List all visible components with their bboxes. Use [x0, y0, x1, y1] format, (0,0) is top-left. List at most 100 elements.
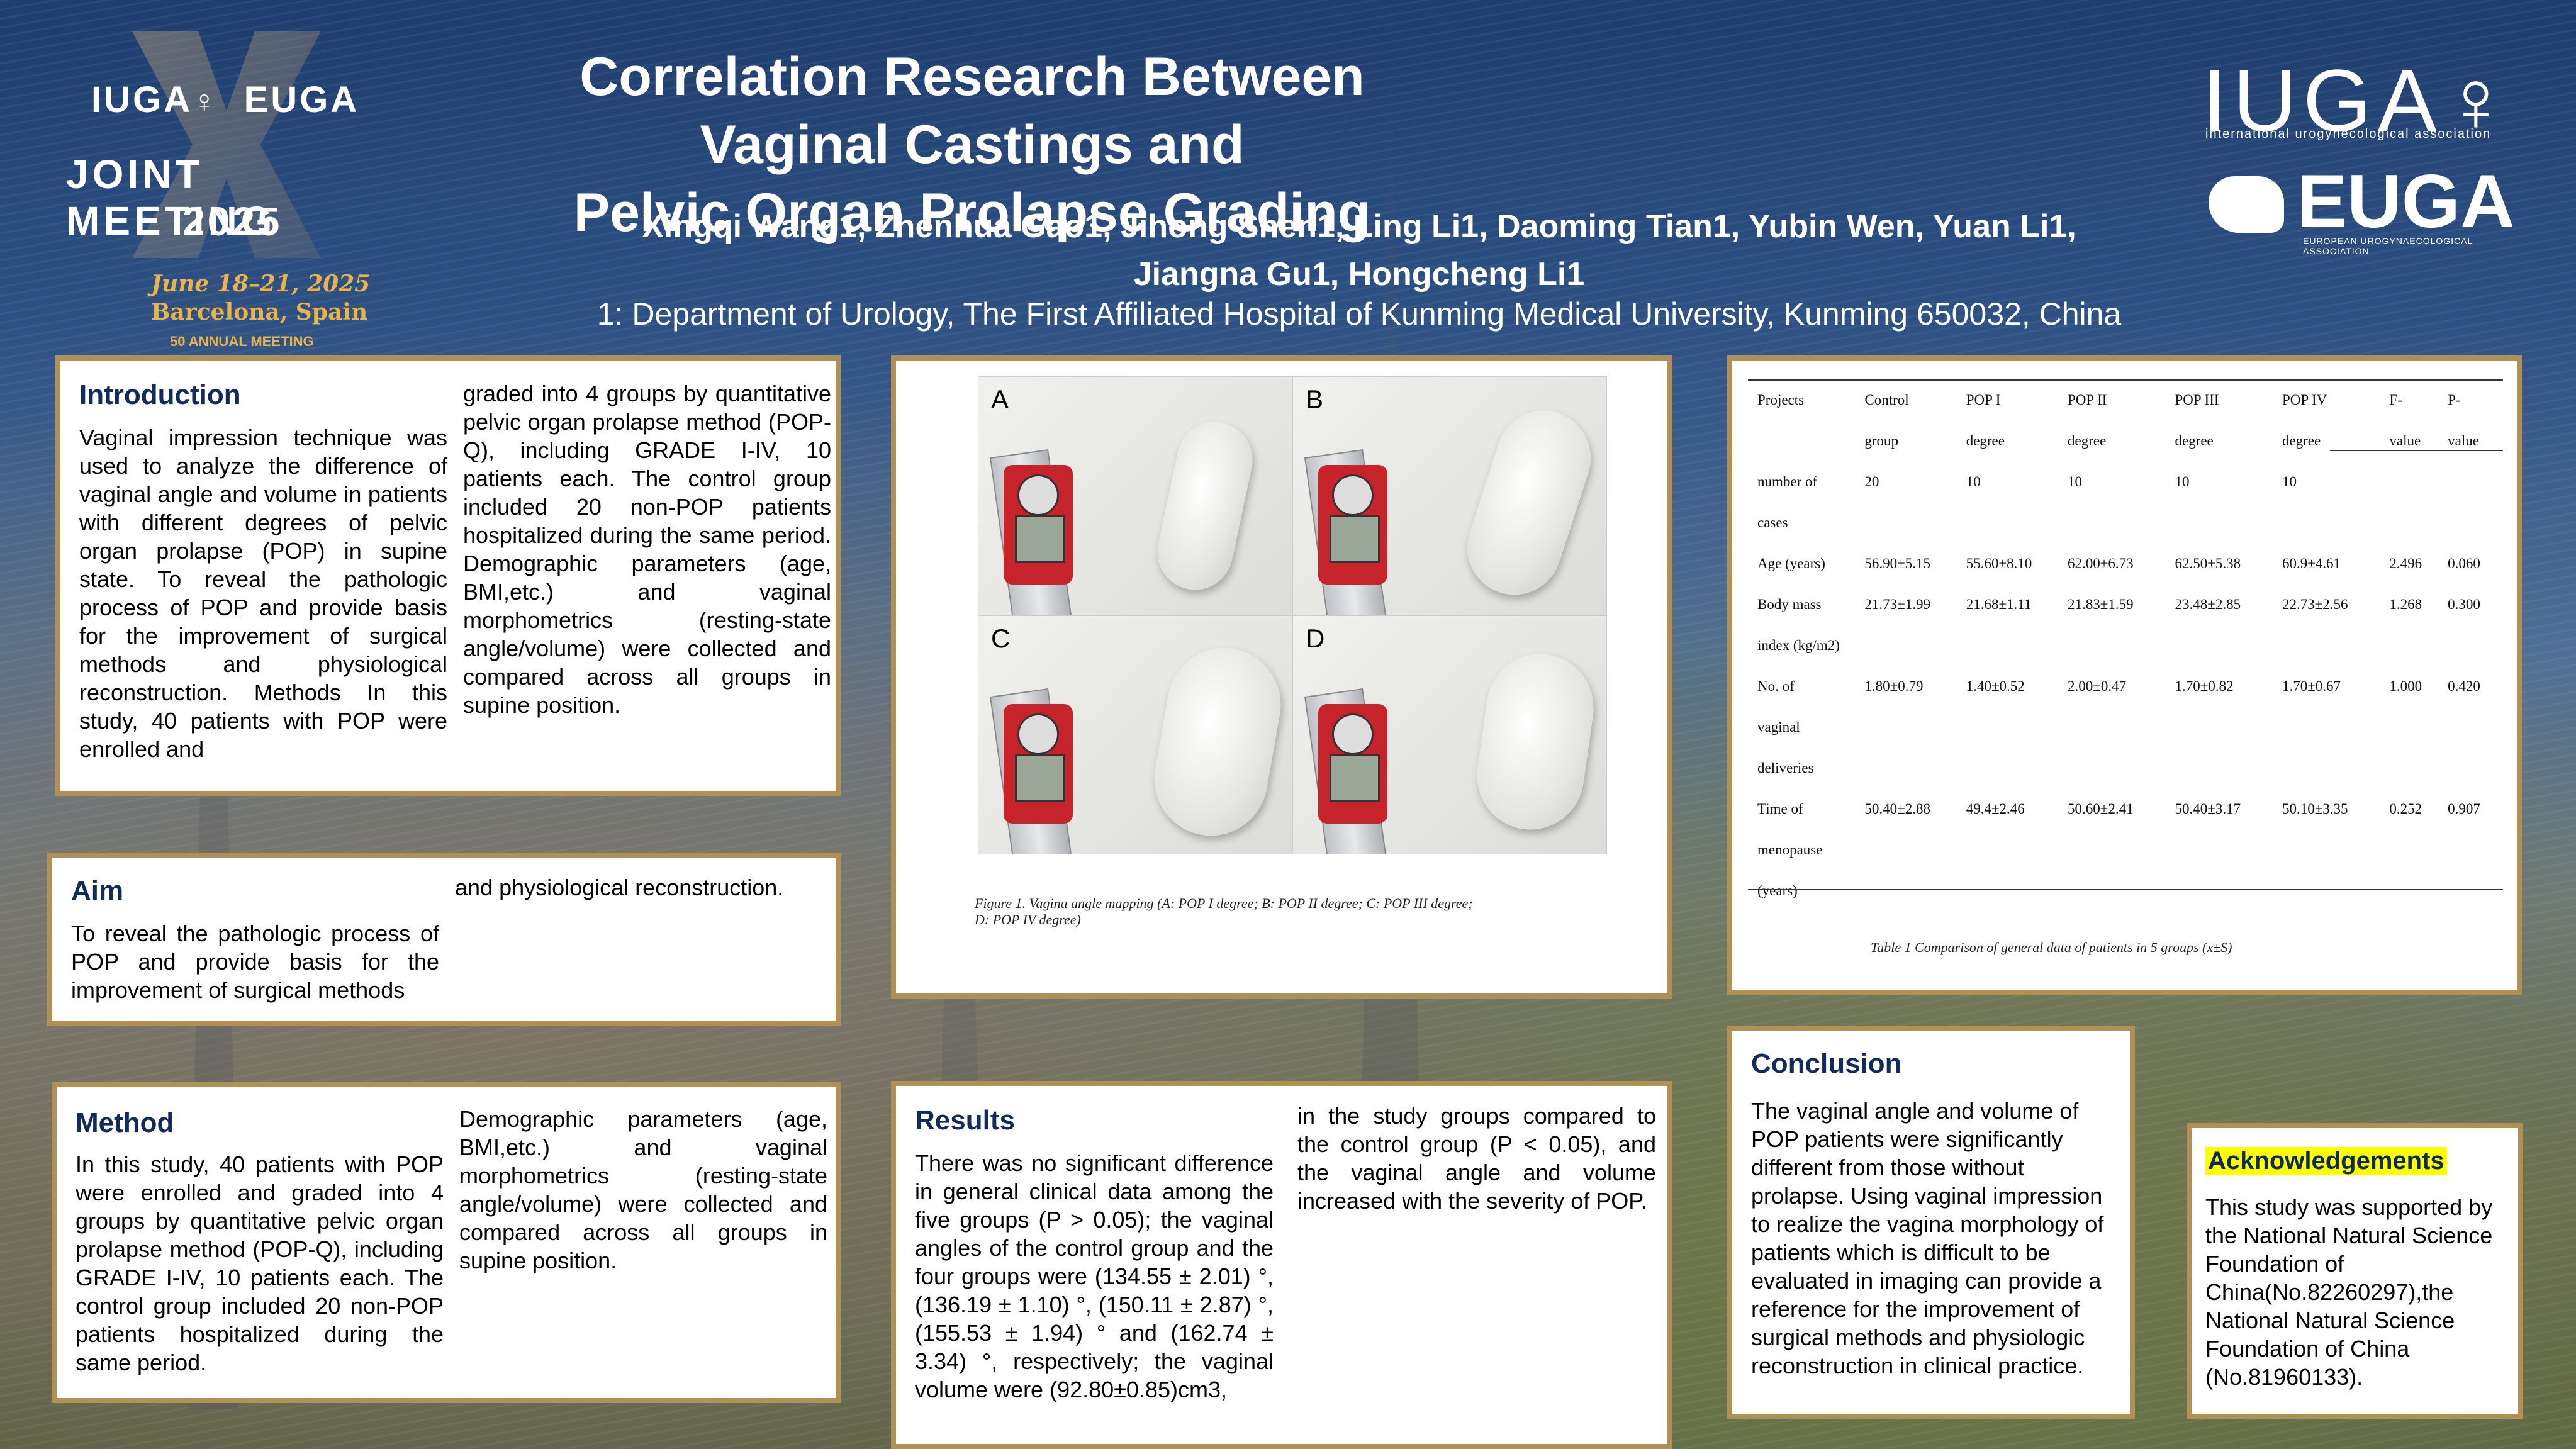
figure-image-a: A: [978, 376, 1292, 615]
euga-mark-icon: [2209, 176, 2284, 233]
table-cell: 0.060: [2448, 556, 2480, 571]
table-header-cell: POP III: [2175, 392, 2219, 408]
table-cell: 2.00±0.47: [2068, 678, 2127, 694]
table-cell: 10: [2175, 474, 2190, 490]
table-cell: [2448, 842, 2506, 883]
table-cell: [2068, 515, 2175, 556]
table-header-cell: POP IV: [2282, 392, 2327, 408]
table-cell: 0.252: [2389, 801, 2422, 817]
introduction-text-col1: Vaginal impression technique was used to…: [79, 425, 447, 762]
table-cell: 50.40±2.88: [1864, 801, 1930, 817]
figure-label-a: A: [991, 384, 1009, 414]
table-cell: 49.4±2.46: [1966, 801, 2025, 817]
table-cell: [2448, 760, 2506, 801]
table-row: index (kg/m2): [1757, 637, 2506, 678]
iuga-subtitle: international urogynecological associati…: [2205, 127, 2492, 141]
table-cell: 60.9±4.61: [2282, 556, 2341, 571]
meeting-city: Barcelona, Spain: [151, 299, 368, 325]
method-panel: Method In this study, 40 patients with P…: [52, 1082, 841, 1403]
angle-meter-icon: [1318, 704, 1387, 824]
figure-image-b: B: [1292, 376, 1607, 615]
angle-meter-icon: [1004, 704, 1073, 824]
table-row: menopause: [1757, 842, 2506, 883]
figure-image-d: D: [1292, 615, 1607, 854]
table-row: number of 20 10 10 10 10: [1757, 474, 2506, 515]
logo-brand-line: IUGA♀ EUGA: [91, 79, 359, 121]
angle-meter-icon: [1318, 465, 1387, 585]
title-line-2: Pelvic Organ Prolapse Grading: [573, 182, 1371, 243]
joint-meeting-label: JOINT MEETING: [66, 152, 276, 243]
table-cell: number of: [1757, 474, 1818, 490]
table-header-cell: group: [1864, 433, 1899, 449]
table-cell: menopause: [1757, 842, 1823, 858]
logo-euga-text: EUGA: [244, 79, 360, 120]
angle-meter-icon: [1004, 465, 1073, 585]
table-cell: [2389, 760, 2448, 801]
vaginal-cast: [1455, 398, 1603, 607]
table-cell: [1864, 842, 1966, 883]
table-cell: [2389, 842, 2448, 883]
iuga-logo: IUGA♀: [2202, 51, 2516, 150]
general-data-table: Projects Control POP I POP II POP III POP IV F…: [1757, 392, 2506, 924]
acknowledgements-text: This study was supported by the National…: [2205, 1194, 2493, 1390]
title-line-1: Correlation Research Between Vaginal Cas…: [580, 47, 1365, 175]
table-cell: [2282, 515, 2389, 556]
table-cell: [2389, 515, 2448, 556]
results-text-col1: There was no significant difference in g…: [915, 1150, 1274, 1402]
table-panel: Projects Control POP I POP II POP III POP IV F…: [1727, 355, 2522, 995]
table-cell: [1966, 515, 2068, 556]
table-cell: 21.83±1.59: [2068, 596, 2134, 612]
euga-subtitle: EUROPEAN UROGYNAECOLOGICAL ASSOCIATION: [2303, 236, 2473, 256]
table-cell: [2448, 474, 2506, 515]
introduction-panel: Introduction Vaginal impression techniqu…: [55, 355, 841, 796]
figure-image-c: C: [978, 615, 1292, 854]
authors-line-2: Jiangna Gu1, Hongcheng Li1: [1133, 256, 1585, 293]
table-cell: [2389, 474, 2448, 515]
table-cell: 23.48±2.85: [2175, 596, 2241, 612]
affiliation: 1: Department of Urology, The First Affi…: [596, 296, 2122, 332]
table-cell: 1.70±0.82: [2175, 678, 2234, 694]
table-cell: 22.73±2.56: [2282, 596, 2348, 612]
figure-caption-line-2: D: POP IV degree): [975, 912, 1081, 927]
table-cell: 1.000: [2389, 678, 2422, 694]
table-cell: 21.68±1.11: [1966, 596, 2032, 612]
authors: Xingqi Wang1, Zhenhua Gao1, Jihong Shen1…: [554, 203, 2164, 298]
table-cell: No. of: [1757, 678, 1795, 694]
table-cell: 21.73±1.99: [1864, 596, 1930, 612]
acknowledgements-heading: Acknowledgements: [2205, 1147, 2447, 1175]
joint-meeting-logo: IUGA♀ EUGA JOINT MEETING 2025 June 18–21…: [63, 25, 415, 349]
table-cell: [1864, 637, 1966, 678]
table-cell: [1966, 760, 2068, 801]
figure-label-d: D: [1306, 624, 1325, 653]
table-cell: 56.90±5.15: [1864, 556, 1930, 571]
table-header-cell: Projects: [1757, 392, 1805, 408]
table-cell: 1.80±0.79: [1864, 678, 1924, 694]
table-row: Projects Control POP I POP II POP III POP IV F…: [1757, 392, 2506, 433]
table-cell: 0.420: [2448, 678, 2480, 694]
table-cell: [2389, 637, 2448, 678]
table-cell: 62.50±5.38: [2175, 556, 2241, 571]
table-cell: [2448, 637, 2506, 678]
table-cell: [2175, 760, 2282, 801]
meeting-year: 2025: [182, 199, 283, 244]
aim-text-col1: To reveal the pathologic process of POP …: [71, 920, 439, 1003]
table-cell: [2389, 719, 2448, 760]
method-text-col2: Demographic parameters (age, BMI,etc.) a…: [459, 1106, 827, 1273]
table-cell: 1.268: [2389, 596, 2422, 612]
figure-panel: A B C D Figure 1. Vagina angle mapping (…: [891, 355, 1672, 999]
method-heading: Method: [76, 1107, 174, 1138]
table-header-cell: degree: [2175, 433, 2214, 449]
table-cell: [1966, 842, 2068, 883]
meeting-date: June 18–21, 2025: [151, 271, 371, 297]
table-row: Time of 50.40±2.88 49.4±2.46 50.60±2.41 50.4…: [1757, 801, 2506, 842]
table-header-cell: POP I: [1966, 392, 2001, 408]
conclusion-panel: Conclusion The vaginal angle and volume …: [1727, 1026, 2135, 1419]
table-cell: deliveries: [1757, 760, 1814, 776]
table-header-cell: degree: [2068, 433, 2107, 449]
table-row: group degree degree degree degree value value: [1757, 433, 2506, 474]
table-cell: Age (years): [1757, 556, 1825, 571]
table-cell: Time of: [1757, 801, 1803, 817]
table-cell: 1.40±0.52: [1966, 678, 2025, 694]
table-header-cell: degree: [2282, 433, 2321, 449]
table-cell: [1864, 719, 1966, 760]
